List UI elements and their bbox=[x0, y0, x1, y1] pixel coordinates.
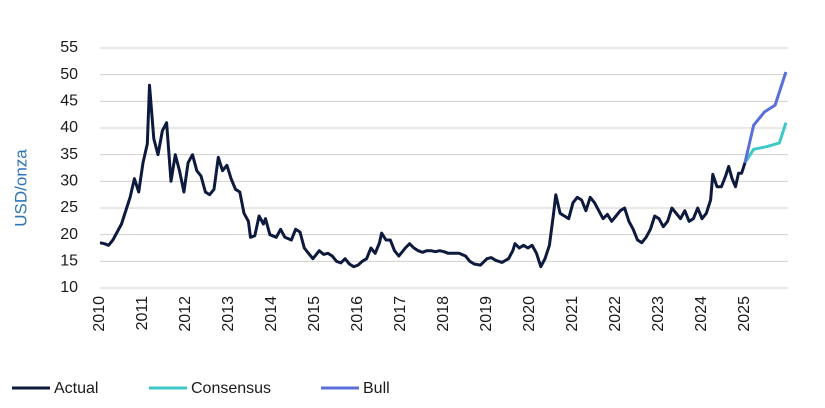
y-tick-label: 20 bbox=[60, 226, 78, 243]
y-tick-label: 55 bbox=[60, 39, 78, 56]
legend-label: Actual bbox=[54, 380, 98, 397]
x-tick-label: 2023 bbox=[650, 296, 667, 332]
y-tick-label: 25 bbox=[60, 199, 78, 216]
x-tick-label: 2021 bbox=[564, 296, 581, 332]
y-tick-label: 15 bbox=[60, 253, 78, 270]
y-tick-label: 30 bbox=[60, 173, 78, 190]
x-tick-label: 2010 bbox=[91, 296, 108, 332]
x-tick-label: 2025 bbox=[736, 296, 753, 332]
series-line bbox=[743, 71, 788, 164]
y-axis-label: USD/onza bbox=[11, 149, 30, 227]
x-tick-label: 2022 bbox=[607, 296, 624, 332]
x-tick-label: 2013 bbox=[220, 296, 237, 332]
legend-label: Bull bbox=[363, 380, 390, 397]
series-line bbox=[99, 83, 747, 269]
y-tick-label: 35 bbox=[60, 146, 78, 163]
x-tick-label: 2024 bbox=[693, 296, 710, 332]
x-tick-label: 2016 bbox=[349, 296, 366, 332]
y-tick-label: 10 bbox=[60, 279, 78, 296]
x-tick-label: 2018 bbox=[435, 296, 452, 332]
x-tick-label: 2012 bbox=[177, 296, 194, 332]
y-tick-label: 45 bbox=[60, 93, 78, 110]
series-line bbox=[743, 122, 788, 164]
x-tick-label: 2011 bbox=[134, 296, 151, 331]
x-tick-label: 2015 bbox=[306, 296, 323, 332]
y-tick-label: 50 bbox=[60, 66, 78, 83]
y-tick-label: 40 bbox=[60, 119, 78, 136]
x-tick-label: 2019 bbox=[478, 296, 495, 332]
x-tick-label: 2020 bbox=[521, 296, 538, 332]
x-tick-label: 2017 bbox=[392, 296, 409, 332]
legend-label: Consensus bbox=[191, 380, 271, 397]
x-tick-label: 2014 bbox=[263, 296, 280, 332]
